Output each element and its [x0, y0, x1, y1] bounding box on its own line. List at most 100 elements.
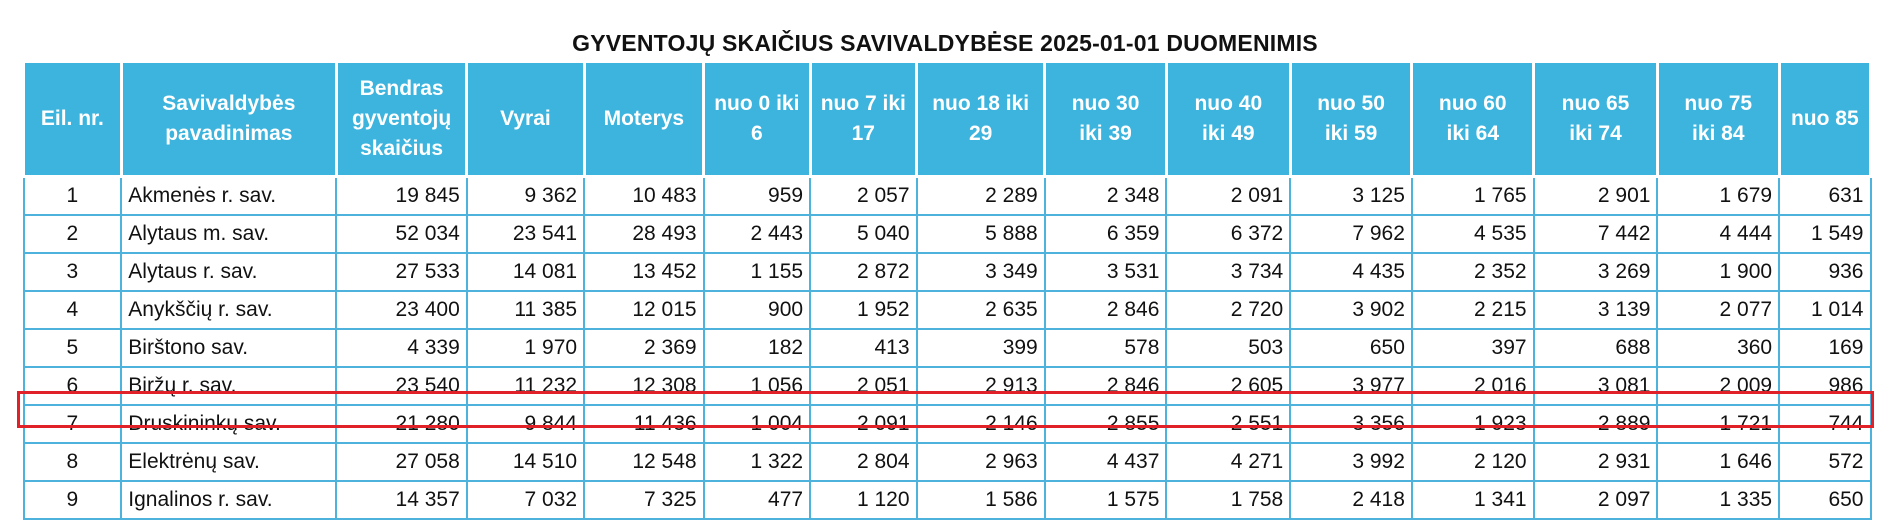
value-cell: 9 844 — [465, 404, 586, 444]
column-header-line: Vyrai — [500, 107, 551, 130]
column-header: nuo 30 iki 39 — [1043, 60, 1168, 178]
value-cell: 2 846 — [1043, 366, 1168, 406]
value-cell: 1 341 — [1410, 480, 1535, 520]
value-cell: 1 952 — [809, 290, 918, 330]
value-cell: 182 — [702, 328, 812, 368]
value-cell: 21 280 — [335, 404, 468, 444]
value-cell: 9 362 — [465, 175, 586, 216]
table-header: Eil. nr. Savivaldybės pavadinimas Bendras gy… — [22, 60, 1873, 178]
column-header: nuo 65 iki 74 — [1532, 60, 1659, 178]
municipality-name-cell: Akmenės r. sav. — [120, 175, 338, 216]
column-header-line: Moterys — [603, 107, 685, 130]
value-cell: 2 289 — [915, 175, 1046, 216]
value-cell: 52 034 — [335, 214, 468, 254]
value-cell: 1 322 — [702, 442, 812, 482]
value-cell: 650 — [1778, 480, 1872, 520]
value-cell: 2 720 — [1165, 290, 1292, 330]
value-cell: 3 902 — [1289, 290, 1413, 330]
municipality-name-cell: Druskininkų sav. — [120, 404, 338, 444]
row-number-cell: 3 — [22, 252, 123, 292]
value-cell: 4 444 — [1656, 214, 1781, 254]
row-number-cell: 1 — [22, 175, 123, 216]
municipality-name-cell: Elektrėnų sav. — [120, 442, 338, 482]
column-header-line: Savivaldybės — [162, 92, 296, 115]
value-cell: 2 120 — [1410, 442, 1535, 482]
value-cell: 650 — [1289, 328, 1413, 368]
value-cell: 7 962 — [1289, 214, 1413, 254]
value-cell: 3 081 — [1532, 366, 1659, 406]
value-cell: 4 437 — [1043, 442, 1168, 482]
column-header-line: iki 49 — [1202, 122, 1255, 145]
value-cell: 5 040 — [809, 214, 918, 254]
value-cell: 1 900 — [1656, 252, 1781, 292]
column-header-line: nuo 75 — [1684, 92, 1753, 115]
value-cell: 12 548 — [583, 442, 705, 482]
column-header-line: iki 64 — [1446, 122, 1500, 145]
value-cell: 2 097 — [1532, 480, 1659, 520]
value-cell: 2 146 — [915, 404, 1046, 444]
value-cell: 4 339 — [335, 328, 468, 368]
value-cell: 399 — [915, 328, 1046, 368]
value-cell: 572 — [1778, 442, 1872, 482]
value-cell: 744 — [1778, 404, 1872, 444]
value-cell: 23 540 — [335, 366, 468, 406]
value-cell: 503 — [1165, 328, 1292, 368]
value-cell: 2 804 — [809, 442, 918, 482]
value-cell: 2 846 — [1043, 290, 1168, 330]
value-cell: 2 635 — [915, 290, 1046, 330]
value-cell: 2 369 — [583, 328, 705, 368]
value-cell: 1 923 — [1410, 404, 1535, 444]
column-header: nuo 60 iki 64 — [1410, 60, 1536, 178]
column-header: nuo 50 iki 59 — [1288, 60, 1414, 178]
value-cell: 2 889 — [1532, 404, 1659, 444]
value-cell: 2 901 — [1532, 175, 1659, 216]
table-row-highlighted: 7 Druskininkų sav. 21 280 9 844 11 436 1 004 2… — [22, 404, 1872, 444]
value-cell: 2 551 — [1165, 404, 1292, 444]
document-title: GYVENTOJŲ SKAIČIUS SAVIVALDYBĖSE 2025-01… — [572, 30, 1318, 56]
value-cell: 2 077 — [1656, 290, 1781, 330]
value-cell: 19 845 — [335, 175, 468, 216]
table-row: 8 Elektrėnų sav. 27 058 14 510 12 548 1 322 2 … — [22, 442, 1872, 482]
value-cell: 2 931 — [1532, 442, 1659, 482]
value-cell: 2 348 — [1043, 175, 1168, 216]
value-cell: 688 — [1532, 328, 1659, 368]
row-number-cell: 2 — [22, 214, 123, 254]
column-header-line: 17 — [851, 122, 875, 145]
value-cell: 1 155 — [702, 252, 812, 292]
table-row: 4 Anykščių r. sav. 23 400 11 385 12 015 900 1 … — [22, 290, 1872, 330]
value-cell: 3 734 — [1165, 252, 1292, 292]
column-header-line: nuo 18 iki — [932, 92, 1030, 115]
column-header-line: nuo 30 — [1071, 92, 1140, 115]
value-cell: 27 058 — [335, 442, 468, 482]
table-row: 2 Alytaus m. sav. 52 034 23 541 28 493 2 443 5… — [22, 214, 1872, 254]
value-cell: 2 352 — [1410, 252, 1535, 292]
value-cell: 3 977 — [1289, 366, 1413, 406]
value-cell: 1 575 — [1043, 480, 1168, 520]
header-row: Eil. nr. Savivaldybės pavadinimas Bendras gy… — [22, 60, 1873, 178]
value-cell: 397 — [1410, 328, 1535, 368]
value-cell: 1 758 — [1165, 480, 1292, 520]
value-cell: 2 605 — [1165, 366, 1292, 406]
column-header-line: nuo 65 — [1561, 92, 1630, 115]
value-cell: 1 765 — [1410, 175, 1535, 216]
column-header-line: nuo 60 — [1438, 92, 1507, 115]
value-cell: 6 372 — [1165, 214, 1292, 254]
value-cell: 900 — [702, 290, 812, 330]
row-number-cell: 7 — [22, 404, 123, 444]
row-number-cell: 8 — [22, 442, 123, 482]
value-cell: 14 357 — [335, 480, 468, 520]
value-cell: 2 016 — [1410, 366, 1535, 406]
municipality-name-cell: Alytaus m. sav. — [120, 214, 338, 254]
value-cell: 4 435 — [1289, 252, 1413, 292]
table-row: 3 Alytaus r. sav. 27 533 14 081 13 452 1 155 2… — [22, 252, 1872, 292]
column-header: nuo 75 iki 84 — [1655, 60, 1781, 178]
value-cell: 2 051 — [809, 366, 918, 406]
value-cell: 2 091 — [809, 404, 918, 444]
column-header: nuo 85 — [1777, 60, 1873, 178]
column-header: nuo 18 iki 29 — [915, 60, 1047, 178]
column-header: Vyrai — [465, 60, 586, 178]
column-header: Savivaldybės pavadinimas — [119, 60, 338, 178]
value-cell: 11 436 — [583, 404, 705, 444]
value-cell: 28 493 — [583, 214, 705, 254]
table-row: 1 Akmenės r. sav. 19 845 9 362 10 483 959 2 05… — [22, 175, 1872, 216]
